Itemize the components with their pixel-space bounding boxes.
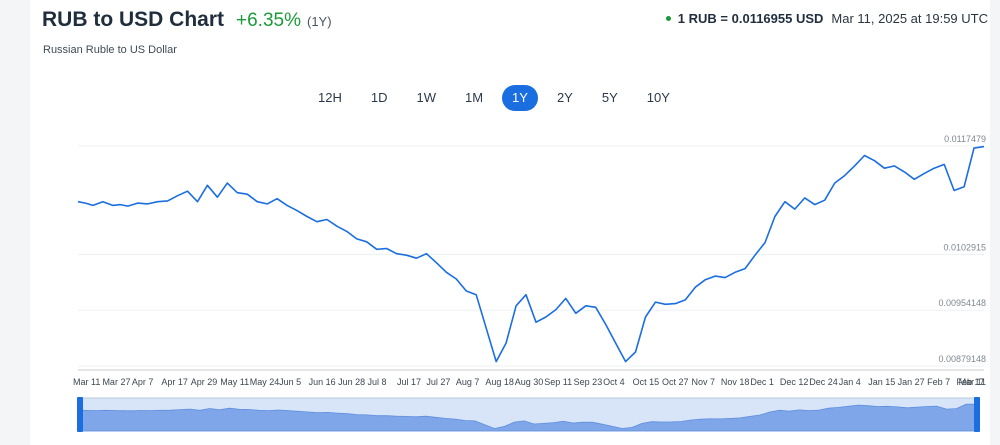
x-tick-label: Apr 7	[132, 377, 154, 387]
x-tick-label: Aug 30	[515, 377, 544, 387]
x-tick-label: Apr 29	[191, 377, 218, 387]
change-percent: +6.35%	[236, 10, 301, 31]
x-tick-label: Nov 7	[691, 377, 715, 387]
navigator-handle-right-icon[interactable]	[974, 397, 980, 432]
range-tabs: 12H 1D 1W 1M 1Y 2Y 5Y 10Y	[308, 85, 689, 111]
x-tick-label: Jun 5	[279, 377, 301, 387]
title-row: RUB to USD Chart +6.35% (1Y)	[42, 8, 332, 32]
rate-row: 1 RUB = 0.0116955 USD Mar 11, 2025 at 19…	[665, 11, 988, 26]
x-tick-label: Jul 8	[368, 377, 387, 387]
x-tick-label: Apr 17	[161, 377, 188, 387]
x-tick-label: Sep 11	[544, 377, 572, 387]
x-tick-label: Mar 11	[73, 377, 100, 387]
subtitle: Russian Ruble to US Dollar	[43, 44, 177, 56]
left-margin	[0, 0, 30, 445]
right-margin	[990, 0, 1000, 445]
x-tick-label: Nov 18	[721, 377, 750, 387]
x-tick-label: Jun 28	[338, 377, 365, 387]
x-tick-label: Mar 27	[102, 377, 130, 387]
y-tick-label: 0.0117479	[944, 134, 986, 144]
live-dot-icon	[665, 16, 671, 21]
x-tick-label: Jun 16	[309, 377, 336, 387]
x-tick-label: Dec 12	[780, 377, 809, 387]
x-tick-label: May 24	[250, 377, 280, 387]
x-tick-label: Dec 1	[750, 377, 774, 387]
x-tick-label: Jan 27	[898, 377, 925, 387]
x-tick-label: Aug 18	[485, 377, 514, 387]
navigator-area	[81, 403, 977, 432]
page-title: RUB to USD Chart	[42, 8, 224, 31]
x-tick-label: May 11	[220, 377, 249, 387]
x-tick-label: Jul 17	[397, 377, 421, 387]
x-tick-label: Feb 7	[927, 377, 950, 387]
tab-1y[interactable]: 1Y	[502, 85, 538, 111]
tab-10y[interactable]: 10Y	[646, 90, 670, 105]
x-tick-label: Jan 4	[839, 377, 861, 387]
tab-1m[interactable]: 1M	[464, 90, 484, 105]
x-tick-label: Oct 4	[603, 377, 625, 387]
tab-2y[interactable]: 2Y	[556, 90, 573, 105]
x-tick-label: Aug 7	[456, 377, 480, 387]
tab-1w[interactable]: 1W	[416, 90, 436, 105]
x-tick-label: Dec 24	[809, 377, 838, 387]
y-tick-label: 0.00954148	[938, 298, 986, 308]
y-tick-label: 0.0102915	[943, 242, 986, 252]
tab-1d[interactable]: 1D	[370, 90, 388, 105]
tab-5y[interactable]: 5Y	[601, 90, 618, 105]
x-tick-label: Feb 17	[957, 377, 985, 387]
x-tick-label: Mar 11	[959, 377, 986, 387]
navigator-handle-left-icon[interactable]	[77, 397, 83, 432]
rate-timestamp: Mar 11, 2025 at 19:59 UTC	[831, 11, 988, 26]
change-period: (1Y)	[306, 14, 332, 29]
series-line	[77, 145, 985, 363]
x-tick-label: Oct 15	[633, 377, 660, 387]
y-tick-label: 0.00879148	[938, 354, 986, 364]
x-tick-label: Oct 27	[662, 377, 689, 387]
x-tick-label: Sep 23	[574, 377, 603, 387]
x-tick-label: Jan 15	[868, 377, 895, 387]
tab-12h[interactable]: 12H	[318, 90, 342, 105]
x-tick-label: Jul 27	[426, 377, 450, 387]
current-rate: 1 RUB = 0.0116955 USD	[677, 11, 824, 26]
chart-card	[30, 0, 990, 445]
